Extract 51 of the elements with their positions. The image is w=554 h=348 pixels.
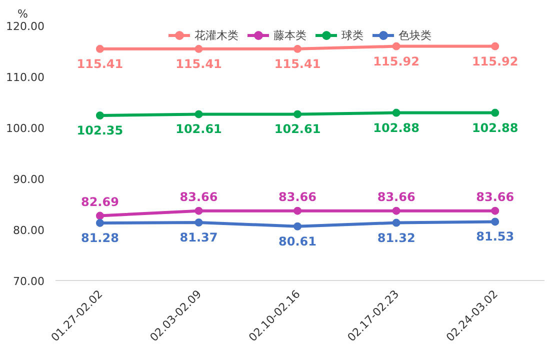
point <box>294 110 302 118</box>
y-tick-label: 90.00 <box>13 173 45 186</box>
y-tick-label: 70.00 <box>13 275 45 288</box>
point <box>392 42 400 50</box>
data-label: 102.61 <box>176 122 222 136</box>
legend-label: 色块类 <box>398 28 432 42</box>
point <box>96 212 104 220</box>
point <box>491 42 500 50</box>
data-label: 102.35 <box>76 124 124 138</box>
y-tick-label: 110.00 <box>6 71 45 84</box>
point <box>294 44 302 53</box>
y-tick-label: 80.00 <box>13 224 45 237</box>
legend-label: 花灌木类 <box>194 28 238 42</box>
y-tick-label: 120.00 <box>6 20 45 33</box>
data-label: 115.41 <box>76 56 124 71</box>
legend-label: 球类 <box>342 28 364 42</box>
data-label: 102.61 <box>274 122 321 136</box>
data-label: 80.61 <box>278 234 317 248</box>
data-label: 115.92 <box>472 54 518 68</box>
data-label: 83.66 <box>180 190 218 204</box>
point <box>294 222 302 230</box>
data-label: 81.32 <box>377 230 416 245</box>
point <box>491 108 500 117</box>
point <box>96 218 104 227</box>
point <box>491 206 500 215</box>
y-axis-title: % <box>18 8 28 20</box>
point <box>96 44 104 53</box>
point <box>194 44 203 53</box>
point <box>392 108 400 117</box>
data-label: 102.88 <box>472 120 518 135</box>
data-label: 81.28 <box>80 230 119 245</box>
data-label: 81.37 <box>180 230 218 245</box>
data-label: 102.88 <box>373 120 420 135</box>
point <box>392 218 400 227</box>
point <box>194 110 203 118</box>
data-label: 115.92 <box>373 54 420 68</box>
data-label: 83.66 <box>476 190 514 204</box>
point <box>96 112 104 120</box>
data-label: 83.66 <box>278 190 317 204</box>
data-label: 115.41 <box>176 56 222 71</box>
data-label: 83.66 <box>377 190 416 204</box>
legend-label: 藤本类 <box>274 28 306 42</box>
point <box>194 206 203 215</box>
data-label: 115.41 <box>274 56 321 71</box>
data-label: 82.69 <box>80 194 119 209</box>
point <box>491 218 500 226</box>
data-label: 81.53 <box>476 230 514 244</box>
y-tick-label: 100.00 <box>6 122 45 135</box>
point <box>194 218 203 227</box>
point <box>392 206 400 215</box>
point <box>294 206 302 215</box>
